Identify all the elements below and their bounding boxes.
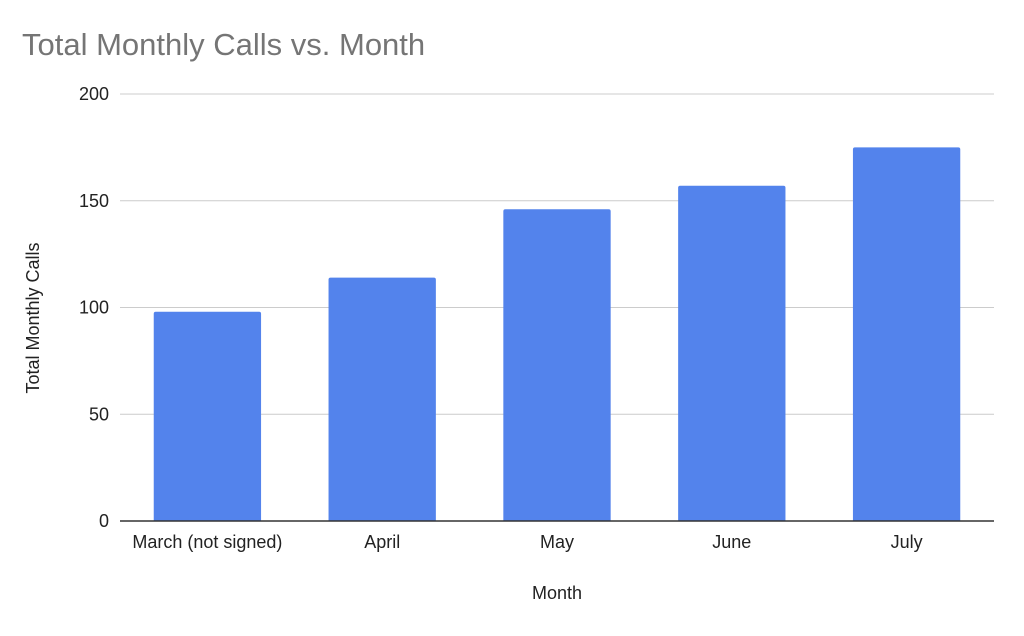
bar xyxy=(852,147,961,521)
y-axis-ticks: 0 50 100 150 200 xyxy=(79,84,109,531)
y-axis-label: Total Monthly Calls xyxy=(23,242,43,393)
bars xyxy=(153,147,961,522)
x-tick-label: April xyxy=(364,532,400,552)
x-axis-label: Month xyxy=(532,583,582,603)
y-tick-label: 100 xyxy=(79,298,109,318)
y-tick-label: 150 xyxy=(79,191,109,211)
bar xyxy=(328,277,436,521)
x-tick-label: July xyxy=(891,532,923,552)
x-axis-ticks: March (not signed) April May June July xyxy=(132,532,922,552)
bar xyxy=(678,185,786,521)
y-tick-label: 200 xyxy=(79,84,109,104)
x-tick-label: March (not signed) xyxy=(132,532,282,552)
x-tick-label: June xyxy=(712,532,751,552)
x-tick-label: May xyxy=(540,532,574,552)
bar xyxy=(153,311,262,521)
bar xyxy=(503,209,611,522)
y-tick-label: 50 xyxy=(89,404,109,424)
chart-title: Total Monthly Calls vs. Month xyxy=(22,27,425,62)
y-tick-label: 0 xyxy=(99,511,109,531)
